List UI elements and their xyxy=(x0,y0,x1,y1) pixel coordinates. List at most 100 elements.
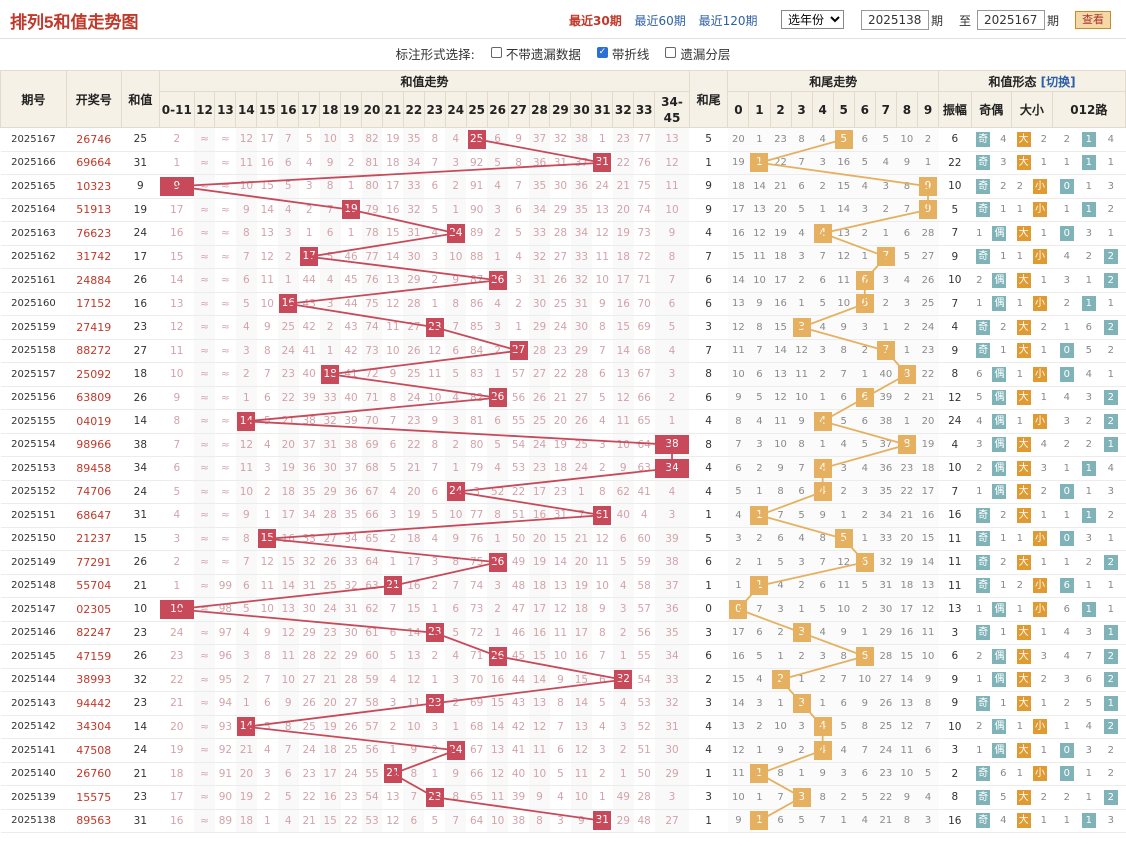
option-omission-layer[interactable]: 遗漏分层 xyxy=(680,47,731,62)
sum-trend-cell: 74 xyxy=(466,574,488,598)
sum-trend-cell: 22 xyxy=(340,809,362,833)
tail-trend-cell: 14 xyxy=(833,198,855,222)
size-omission: 1 xyxy=(1040,815,1048,827)
tail-trend-cell: 21 xyxy=(896,503,918,528)
sum-trend-cell: 4 xyxy=(424,221,446,246)
tail-trend-cell: 4 xyxy=(770,574,792,598)
road-omission: 4 xyxy=(1107,462,1114,474)
size-marker: 大 xyxy=(1016,742,1031,758)
sum-trend-cell: 33 xyxy=(529,221,550,246)
sum-trend-cell: 12 xyxy=(403,668,425,692)
period-cell: 2025146 xyxy=(0,621,67,645)
sum-trend-cell: 11 xyxy=(382,315,404,340)
sum-trend-cell: 82 xyxy=(466,386,488,410)
view-button[interactable]: 查看 xyxy=(1075,11,1111,29)
range-link-120[interactable]: 最近120期 xyxy=(698,14,758,28)
period-cell: 2025141 xyxy=(0,738,67,763)
switch-link[interactable]: [切换] xyxy=(1040,74,1076,89)
sum-trend-cell: 4 xyxy=(487,174,509,199)
tail-trend-cell: 6 xyxy=(854,127,876,152)
range-link-60[interactable]: 最近60期 xyxy=(634,14,686,28)
tail-trend-cell: 10 xyxy=(917,644,939,669)
from-period-input[interactable]: 2025138 xyxy=(861,10,929,30)
period-cell: 2025143 xyxy=(0,691,67,716)
sum-trend-cell: 11 xyxy=(654,174,690,199)
range-link-30[interactable]: 最近30期 xyxy=(569,14,622,28)
sum-trend-cell: 7 xyxy=(319,198,341,222)
parity-marker: 奇 xyxy=(976,531,991,547)
tail-value: 4 xyxy=(689,409,728,434)
size-marker: 大 xyxy=(1016,484,1031,500)
to-period-input[interactable]: 2025167 xyxy=(977,10,1045,30)
sum-trend-cell: 92 xyxy=(466,151,488,175)
tail-trend-cell: 20 xyxy=(727,127,749,152)
checkbox-no-omission[interactable] xyxy=(490,47,502,58)
sum-trend-cell: 13 xyxy=(277,597,299,622)
sum-trend-cell: 29 xyxy=(549,198,571,222)
option-polyline[interactable]: 带折线 xyxy=(611,47,650,62)
road-omission: 3 xyxy=(1107,486,1114,498)
sum-trend-cell: 35 xyxy=(403,127,425,152)
sum-trend-cell: 7 xyxy=(424,151,446,175)
sum-trend-cell: 69 xyxy=(633,315,655,340)
tail-trend-cell: 7 xyxy=(854,738,876,763)
parity-marker: 奇 xyxy=(976,343,991,359)
size-omission: 1 xyxy=(1016,768,1024,780)
sum-trend-cell: 4 xyxy=(424,527,446,551)
sum-trend-cell: ≈ xyxy=(214,268,236,293)
sum-trend-cell: 15 xyxy=(570,668,592,692)
sum-trend-cell: ≈ xyxy=(194,433,215,457)
sum-col-header: 26 xyxy=(486,91,509,128)
sum-trend-cell: ≈ xyxy=(194,550,215,575)
sum-trend-cell: 7 xyxy=(382,597,404,622)
option-bar: 标注形式选择: 不带遗漏数据 ✓ 带折线 遗漏分层 xyxy=(0,44,1126,64)
tail-trend-cell: 1 xyxy=(917,151,939,175)
sum-trend-cell: 6 xyxy=(256,691,278,716)
sum-trend-cell: 15 xyxy=(256,527,278,551)
parity-omission: 2 xyxy=(976,462,983,474)
checkbox-omission-layer[interactable] xyxy=(665,47,677,58)
sum-value: 31 xyxy=(121,151,160,175)
sum-trend-cell: 11 xyxy=(235,456,257,481)
tail-trend-cell: 1 xyxy=(833,503,855,528)
tail-trend-cell: 19 xyxy=(727,151,749,175)
checkbox-polyline[interactable]: ✓ xyxy=(596,47,608,58)
sum-trend-cell: 14 xyxy=(487,714,509,739)
tail-trend-cell: 3 xyxy=(791,244,813,269)
sum-trend-cell: 16 xyxy=(319,785,341,810)
period-cell: 2025138 xyxy=(0,809,67,833)
table-row: 2025139 15575 23 17 ≈90 19 2 5 22 16 23 54 13 7 23 8 65 1… xyxy=(0,785,1126,810)
sum-trend-cell: 24 xyxy=(298,738,320,763)
tail-trend-cell: 5 xyxy=(833,527,855,551)
tail-trend-cell: 13 xyxy=(727,292,749,316)
size-marker: 大 xyxy=(1016,437,1031,453)
sum-trend-cell: 1 xyxy=(445,456,467,481)
sum-trend-cell: 2 xyxy=(424,644,446,669)
sum-trend-cell: 58 xyxy=(361,691,383,716)
parity-marker: 奇 xyxy=(976,789,991,805)
tail-trend-cell: 1 xyxy=(896,409,918,434)
tail-trend-cell: 8 xyxy=(748,315,770,340)
sum-trend-cell: 19 xyxy=(529,550,550,575)
sum-trend-cell: 31 xyxy=(298,574,320,598)
tail-value: 9 xyxy=(689,174,728,199)
year-select[interactable]: 选年份 xyxy=(781,10,844,29)
tail-trend-cell: 24 xyxy=(875,738,897,763)
sum-trend-cell: 1 xyxy=(159,151,195,175)
tail-trend-cell: 25 xyxy=(917,292,939,316)
road-omission: 1 xyxy=(1063,509,1070,521)
option-no-omission[interactable]: 不带遗漏数据 xyxy=(505,47,581,62)
header-period[interactable]: 期号 xyxy=(0,70,67,128)
tail-trend-cell: 10 xyxy=(833,292,855,316)
road-omission: 2 xyxy=(1107,509,1114,521)
sum-trend-cell: 12 xyxy=(159,315,195,340)
sum-trend-cell: 44 xyxy=(340,292,362,316)
sum-trend-cell: 28 xyxy=(633,785,655,810)
tail-trend-cell: 15 xyxy=(833,174,855,199)
sum-trend-cell: 6 xyxy=(382,433,404,457)
